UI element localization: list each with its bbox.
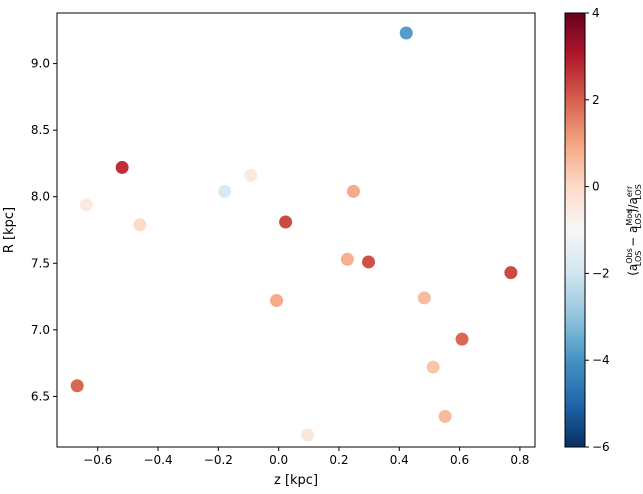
- colorbar-tick-label: 4: [592, 6, 600, 20]
- plot-frame: [56, 12, 536, 448]
- data-point: [218, 184, 232, 198]
- data-point: [279, 215, 293, 229]
- colorbar: [564, 12, 586, 448]
- colorbar-tick-label: 2: [592, 93, 600, 107]
- y-tick-label: 7.0: [31, 323, 50, 337]
- x-axis: −0.6 −0.4 −0.2 0.0 0.2 0.4 0.6 0.8: [83, 447, 529, 467]
- data-point: [340, 252, 354, 266]
- y-axis-label: R [kpc]: [2, 207, 17, 253]
- y-axis: 6.5 7.0 7.5 8.0 8.5 9.0: [31, 57, 57, 403]
- y-tick-label: 6.5: [31, 389, 50, 403]
- data-point: [70, 379, 84, 393]
- colorbar-tick-label: −2: [592, 266, 610, 280]
- data-point: [362, 255, 376, 269]
- x-tick-label: 0.2: [329, 453, 348, 467]
- data-point: [417, 291, 431, 305]
- data-point: [399, 26, 413, 40]
- x-tick-label: 0.6: [450, 453, 469, 467]
- colorbar-tick-label: −4: [592, 353, 610, 367]
- x-axis-label: z [kpc]: [274, 473, 318, 488]
- data-point: [455, 332, 469, 346]
- x-tick-label: −0.2: [204, 453, 233, 467]
- colorbar-label: (aObsLOS − aModLOS)/aerrLOS: [625, 184, 643, 276]
- colorbar-tick-label: 0: [592, 180, 600, 194]
- x-tick-label: 0.8: [510, 453, 529, 467]
- data-point: [244, 168, 258, 182]
- colorbar-axis: −6 −4 −2 0 2 4: [585, 6, 610, 454]
- data-point: [115, 160, 129, 174]
- data-point: [79, 198, 93, 212]
- data-point: [346, 184, 360, 198]
- x-tick-label: −0.6: [83, 453, 112, 467]
- x-tick-label: 0.0: [269, 453, 288, 467]
- data-point: [438, 409, 452, 423]
- colorbar-tick-label: −6: [592, 440, 610, 454]
- x-tick-label: −0.4: [143, 453, 172, 467]
- data-point: [270, 294, 284, 308]
- data-point: [426, 360, 440, 374]
- y-tick-label: 8.0: [31, 190, 50, 204]
- data-point: [301, 428, 315, 442]
- y-tick-label: 7.5: [31, 256, 50, 270]
- data-point: [133, 218, 147, 232]
- points-layer: [70, 26, 518, 442]
- y-tick-label: 9.0: [31, 57, 50, 71]
- x-tick-label: 0.4: [390, 453, 409, 467]
- y-tick-label: 8.5: [31, 123, 50, 137]
- data-point: [504, 266, 518, 280]
